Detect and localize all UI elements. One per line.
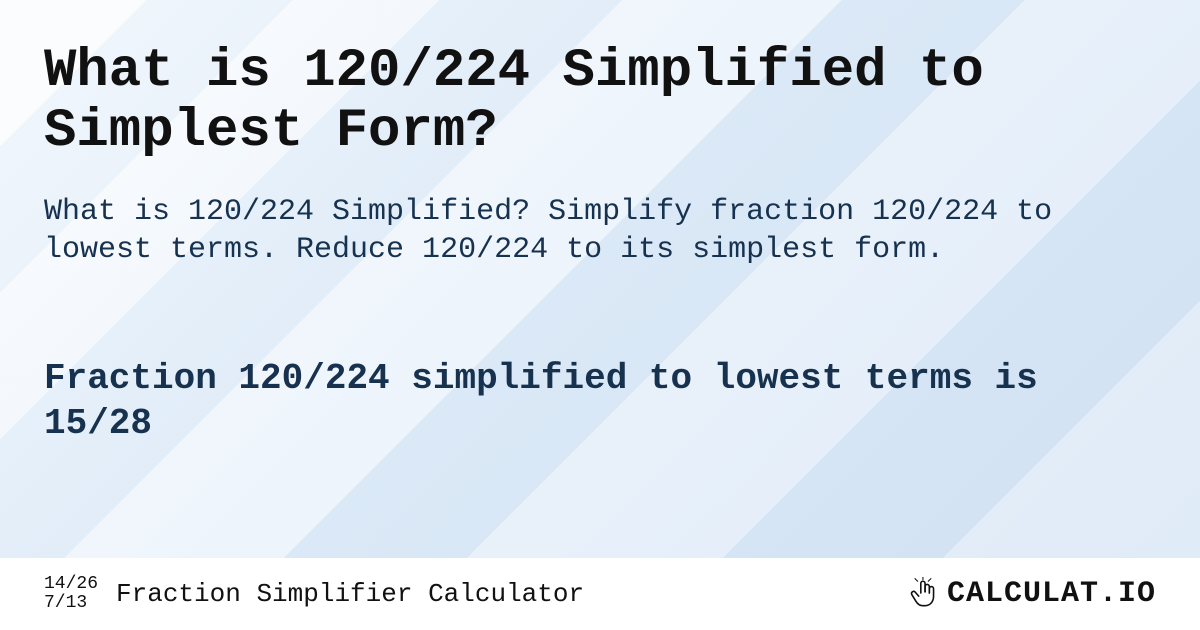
content-area: What is 120/224 Simplified to Simplest F… — [0, 0, 1200, 630]
footer-bar: 14/26 7/13 Fraction Simplifier Calculato… — [0, 558, 1200, 630]
brand-text: CALCULAT.IO — [947, 577, 1156, 611]
fraction-logo-top: 14/26 — [44, 575, 98, 594]
footer-title: Fraction Simplifier Calculator — [116, 579, 584, 609]
description-text: What is 120/224 Simplified? Simplify fra… — [44, 193, 1156, 270]
page-title: What is 120/224 Simplified to Simplest F… — [44, 42, 1156, 163]
answer-text: Fraction 120/224 simplified to lowest te… — [44, 356, 1156, 446]
tap-hand-icon — [907, 577, 941, 611]
footer-left: 14/26 7/13 Fraction Simplifier Calculato… — [44, 575, 584, 613]
fraction-logo-bottom: 7/13 — [44, 594, 87, 613]
fraction-logo-icon: 14/26 7/13 — [44, 575, 98, 613]
footer-right: CALCULAT.IO — [907, 577, 1156, 611]
